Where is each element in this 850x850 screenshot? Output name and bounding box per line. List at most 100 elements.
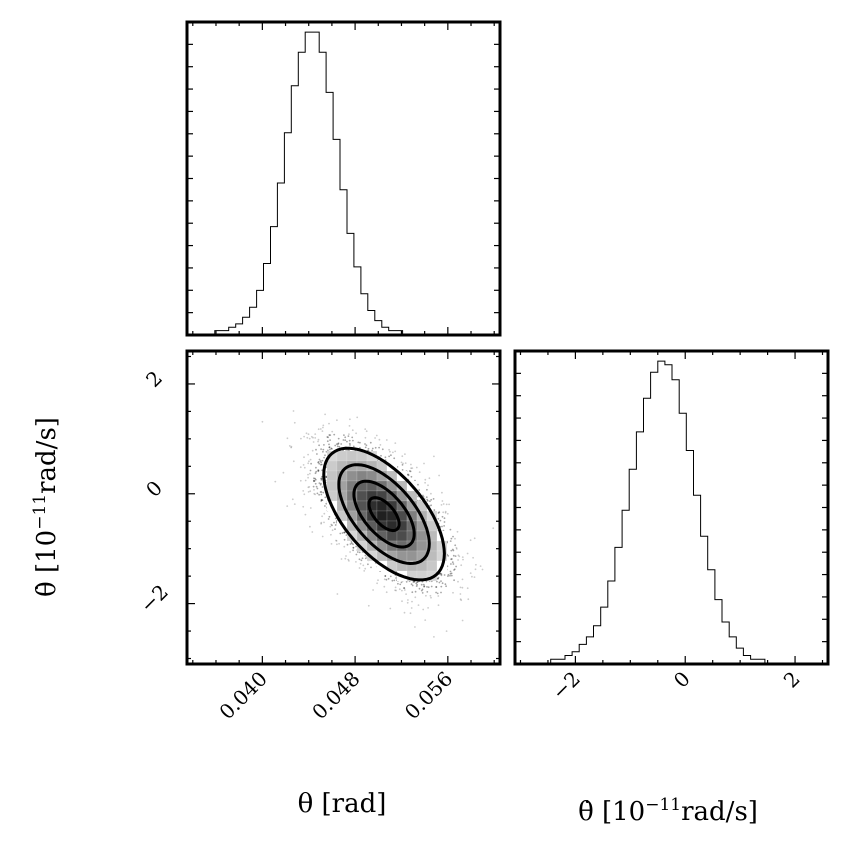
sample-point [443,521,446,523]
sample-point [451,558,453,560]
sample-point [392,451,394,454]
sample-point [441,515,444,518]
sample-point [453,568,456,571]
sample-point [370,566,372,569]
sample-point [378,438,381,441]
sample-point [461,619,464,622]
sample-point [313,477,315,480]
density-cell [416,540,428,552]
sample-point [324,496,327,499]
sample-point [394,586,397,589]
sample-point [314,437,317,439]
sample-point [307,462,310,465]
sample-point [423,462,425,465]
sample-point [307,476,309,479]
sample-point [457,554,460,557]
sample-point [319,428,322,430]
sample-point [437,512,440,514]
sample-point [422,494,424,497]
sample-point [309,472,311,475]
sample-point [454,555,457,557]
sample-point [387,577,390,580]
sample-point [450,558,452,561]
sample-point [440,585,443,588]
sample-point [337,443,339,445]
sample-point [325,450,328,453]
sample-point [385,591,388,594]
sample-point [330,447,333,450]
sample-point [317,440,319,443]
sample-point [378,446,380,449]
sample-point [423,585,426,588]
sample-point [315,448,317,451]
sample-point [471,575,473,578]
sample-point [401,600,403,603]
sample-point [314,478,317,481]
sample-point [345,534,348,536]
sample-point [437,604,440,607]
density-cell [326,470,338,482]
density-cell [346,470,358,482]
sample-point [492,527,495,530]
sample-point [320,493,323,496]
sample-point [384,575,387,577]
sample-point [308,460,310,463]
sample-point [309,469,312,472]
sample-point [400,461,403,464]
sample-point [413,581,415,583]
sample-point [348,449,350,452]
sample-point [307,491,310,493]
sample-point [443,525,445,527]
sample-point [449,570,452,573]
sample-point [430,504,432,507]
sample-point [318,458,321,461]
sample-point [334,524,337,526]
sample-point [443,517,446,520]
sample-point [427,586,430,589]
sample-point [446,512,449,515]
sample-point [303,493,306,496]
sample-point [335,540,338,542]
sample-point [293,503,296,505]
sample-point [458,555,461,558]
sample-point [481,568,484,571]
sample-point [479,565,482,567]
theta-tick-label: 0.056 [400,667,457,724]
sample-point [355,561,357,563]
sample-point [381,448,384,451]
sample-point [314,493,317,496]
sample-point [422,608,425,611]
sample-point [282,471,285,474]
sample-point [317,428,320,431]
sample-point [344,436,347,439]
sample-point [307,453,309,456]
thetadot-x-tick-label: 0 [669,667,695,693]
sample-point [347,558,350,561]
sample-point [302,505,305,508]
sample-point [405,580,408,583]
sample-point [411,600,413,603]
density-cell [396,530,408,542]
sample-point [436,580,438,583]
sample-point [369,441,372,444]
sample-point [439,519,442,522]
sample-point [325,475,328,478]
sample-point [299,479,302,482]
sample-point [389,607,392,610]
sample-point [440,573,443,575]
sample-point [356,416,359,419]
sample-point [352,547,355,549]
sample-point [454,544,457,547]
sample-point [403,587,405,589]
sample-point [320,461,322,464]
sample-point [358,558,361,561]
sample-point [364,443,366,445]
sample-point [300,437,302,440]
sample-point [310,462,312,465]
sample-point [473,576,476,578]
sample-point [352,549,354,552]
sample-point [429,594,432,597]
sample-point [419,499,421,502]
sample-point [384,575,387,577]
sample-point [321,459,324,462]
